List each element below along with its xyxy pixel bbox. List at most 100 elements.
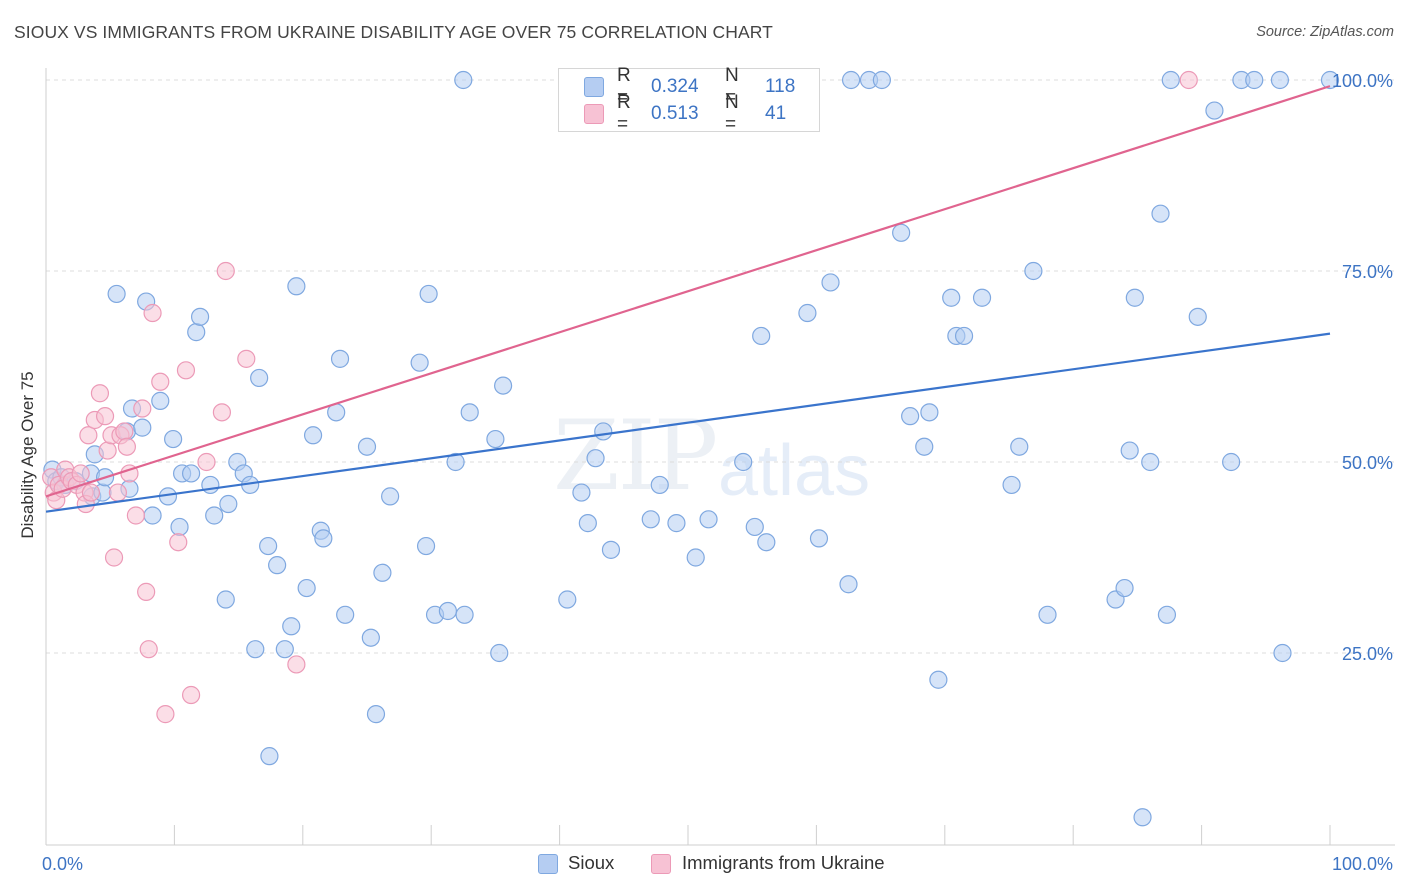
ukraine-point: [104, 548, 124, 567]
legend-n-label: N =: [725, 65, 739, 108]
sioux-point: [187, 323, 206, 342]
sioux-point: [578, 514, 597, 533]
sioux-trend-line: [45, 332, 1331, 513]
sioux-point: [1245, 70, 1264, 90]
ukraine-point: [126, 506, 145, 525]
sioux-point: [454, 70, 473, 90]
sioux-point: [381, 487, 400, 506]
ukraine-point: [176, 361, 196, 380]
sioux-point: [268, 556, 287, 575]
sioux-point: [586, 449, 605, 468]
sioux-point: [929, 670, 948, 689]
legend-r-label: R =: [617, 92, 631, 135]
sioux-point: [297, 578, 316, 598]
sioux-point: [901, 407, 920, 426]
sioux-point: [181, 464, 201, 483]
ukraine-points: [42, 70, 1198, 724]
sioux-point: [1024, 261, 1043, 281]
sioux-point: [219, 494, 238, 514]
sioux-point: [594, 422, 613, 441]
sioux-point: [809, 529, 829, 548]
sioux-point: [1038, 605, 1057, 624]
sioux-point: [259, 536, 278, 556]
sioux-point: [572, 483, 591, 502]
sioux-point: [357, 437, 377, 456]
sioux-point: [303, 426, 323, 445]
sioux-point: [1188, 307, 1207, 326]
sioux-point: [1270, 70, 1290, 90]
sioux-point: [107, 284, 126, 304]
sioux-point: [1320, 70, 1340, 90]
ukraine-point: [237, 349, 256, 368]
sioux-point: [839, 575, 858, 594]
sioux-point: [190, 307, 210, 326]
sioux-point: [460, 403, 479, 422]
sioux-point: [1161, 70, 1180, 90]
y-axis-label: Disability Age Over 75: [18, 371, 37, 538]
bottom-legend-label-sioux: Sioux: [568, 852, 615, 873]
legend-r-value: 0.324: [651, 76, 699, 97]
sioux-point: [892, 223, 911, 242]
y-tick-label: 100.0%: [1332, 71, 1393, 91]
sioux-point: [419, 284, 438, 304]
tick-labels: 25.0% 50.0% 75.0% 100.0% 0.0% 100.0%: [42, 71, 1393, 874]
sioux-point: [798, 303, 817, 323]
sioux-point: [133, 418, 152, 437]
ukraine-point: [90, 384, 110, 403]
sioux-point: [1157, 605, 1177, 624]
sioux-point: [455, 605, 474, 624]
sioux-point: [275, 640, 294, 659]
sioux-point: [170, 517, 189, 537]
ukraine-point: [1179, 70, 1198, 90]
sioux-point: [757, 533, 776, 552]
sioux-point: [143, 506, 162, 525]
ukraine-point: [216, 261, 235, 281]
ukraine-point: [139, 640, 158, 659]
axes: [45, 68, 1395, 846]
sioux-point: [1222, 452, 1241, 472]
sioux-point: [151, 391, 170, 410]
sioux-point: [1120, 441, 1139, 460]
sioux-point: [1115, 578, 1134, 598]
sioux-point: [954, 326, 974, 346]
sioux-point: [558, 590, 577, 609]
ukraine-point: [115, 422, 134, 441]
ukraine-trend-line: [45, 85, 1331, 498]
ukraine-point: [181, 685, 201, 705]
ukraine-point: [197, 452, 216, 472]
sioux-point: [410, 353, 429, 372]
sioux-point: [667, 514, 686, 533]
sioux-point: [920, 403, 939, 422]
legend-n-value: 41: [765, 103, 787, 124]
y-tick-label: 50.0%: [1342, 453, 1393, 473]
bottom-legend-swatch-ukraine: [651, 854, 671, 874]
ukraine-point: [71, 464, 90, 483]
sioux-point: [1010, 437, 1029, 456]
sioux-point: [601, 540, 621, 559]
sioux-point: [1273, 643, 1292, 663]
sioux-point: [872, 70, 891, 90]
bottom-legend-swatch-sioux: [538, 854, 558, 874]
sioux-point: [330, 349, 350, 368]
sioux-point: [699, 510, 718, 529]
sioux-point: [446, 452, 465, 472]
sioux-point: [287, 277, 306, 296]
ukraine-point: [143, 303, 162, 323]
sioux-point: [752, 326, 771, 346]
sioux-point: [821, 273, 840, 292]
sioux-point: [745, 517, 764, 537]
sioux-point: [1141, 452, 1160, 472]
y-tick-label: 25.0%: [1342, 644, 1393, 664]
sioux-point: [641, 510, 660, 529]
ukraine-point: [169, 533, 188, 552]
sioux-point: [650, 475, 669, 495]
ukraine-point: [79, 426, 98, 445]
x-tick-label: 0.0%: [42, 854, 83, 874]
legend-swatch-sioux: [584, 77, 604, 97]
sioux-point: [260, 747, 279, 766]
legend: R = 0.324 N = 118 R = 0.513 N = 41: [558, 65, 820, 135]
legend-r-value: 0.513: [651, 103, 699, 124]
sioux-point: [686, 548, 705, 567]
ukraine-point: [212, 403, 232, 422]
